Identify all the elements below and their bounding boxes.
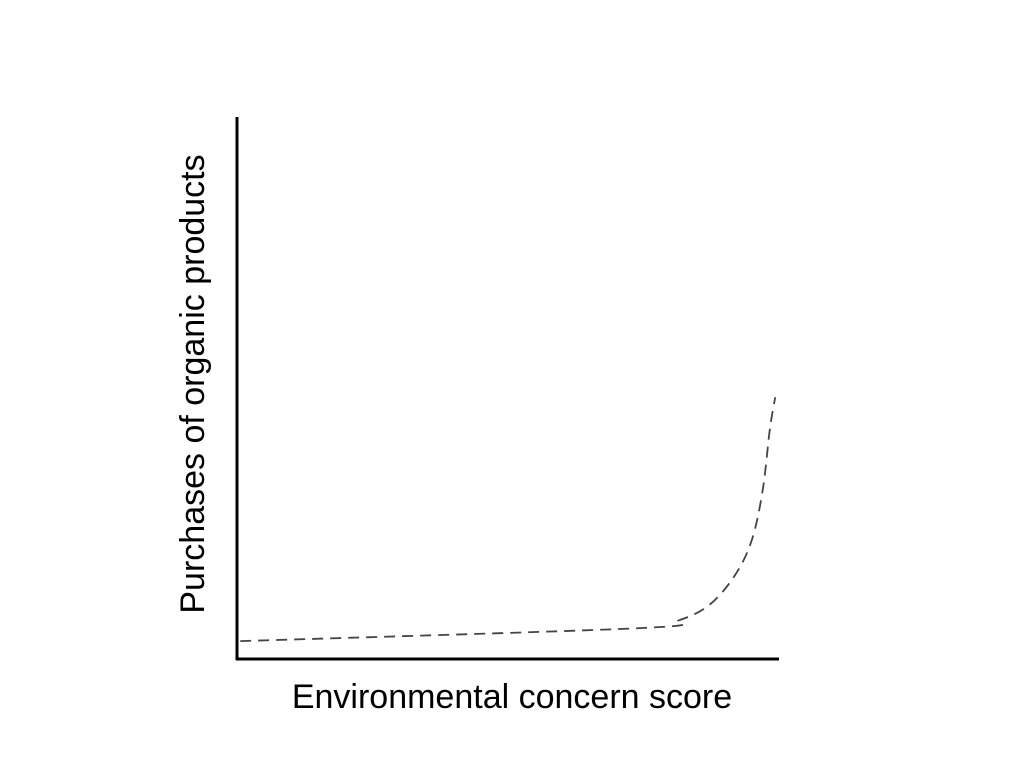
y-axis-label: Purchases of organic products [174,154,212,613]
x-axis-label: Environmental concern score [292,678,732,716]
data-line [240,397,777,643]
